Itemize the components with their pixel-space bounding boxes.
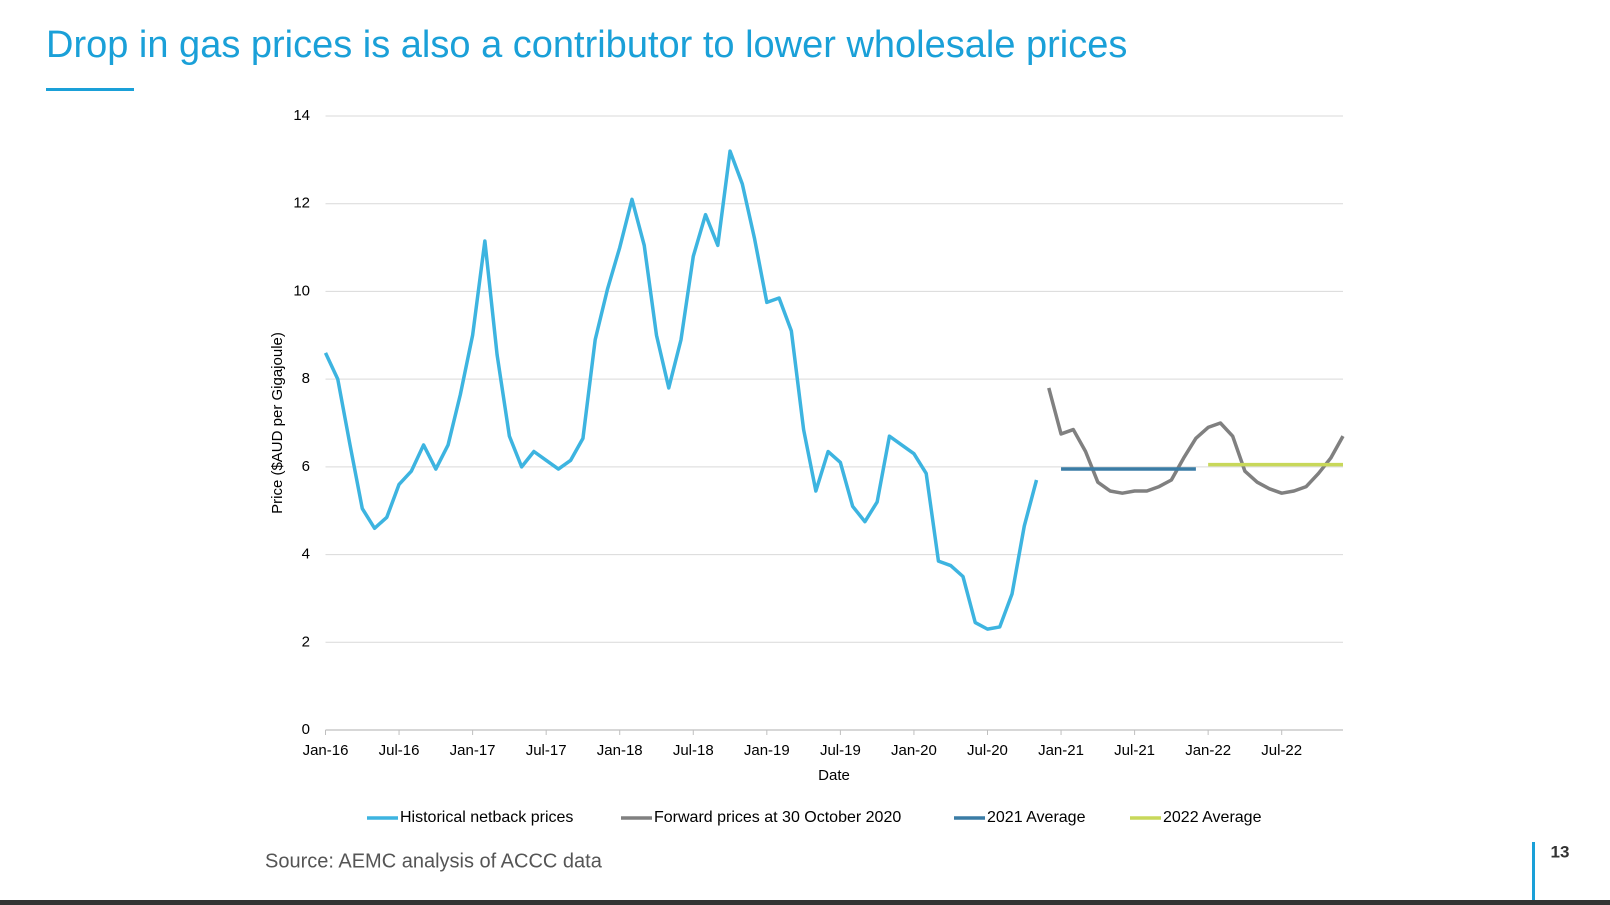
x-tick-label: Jul-21 <box>1114 742 1155 759</box>
title-underline <box>46 88 134 91</box>
y-tick-label: 0 <box>302 721 310 738</box>
x-tick-label: Jan-19 <box>744 742 790 759</box>
series-line <box>1047 387 1345 495</box>
x-tick-label: Jul-17 <box>526 742 567 759</box>
slide-title: Drop in gas prices is also a contributor… <box>46 24 1127 66</box>
x-axis-label: Date <box>818 767 850 784</box>
y-tick-label: 12 <box>293 195 310 212</box>
x-tick-label: Jul-19 <box>820 742 861 759</box>
x-tick-label: Jan-21 <box>1038 742 1084 759</box>
y-tick-label: 6 <box>302 458 310 475</box>
x-tick-label: Jan-20 <box>891 742 937 759</box>
y-tick-label: 10 <box>293 282 310 299</box>
legend-label: Forward prices at 30 October 2020 <box>654 809 901 826</box>
x-tick-label: Jan-22 <box>1185 742 1231 759</box>
x-tick-label: Jul-18 <box>673 742 714 759</box>
legend-label: 2021 Average <box>987 809 1086 826</box>
x-tick-label: Jan-16 <box>303 742 349 759</box>
y-tick-label: 8 <box>302 370 310 387</box>
legend-label: Historical netback prices <box>400 809 573 826</box>
x-tick-label: Jul-22 <box>1261 742 1302 759</box>
y-axis-label: Price ($AUD per Gigajoule) <box>269 332 286 514</box>
x-tick-label: Jan-18 <box>597 742 643 759</box>
y-tick-label: 14 <box>293 107 310 124</box>
y-tick-label: 2 <box>302 633 310 650</box>
source-note: Source: AEMC analysis of ACCC data <box>265 850 603 872</box>
y-tick-label: 4 <box>302 546 310 563</box>
legend-label: 2022 Average <box>1163 809 1262 826</box>
x-tick-label: Jan-17 <box>450 742 496 759</box>
bottom-bar <box>0 900 1610 905</box>
series-line <box>323 149 1039 631</box>
x-tick-label: Jul-16 <box>379 742 420 759</box>
page-divider <box>1532 842 1535 905</box>
page-number: 13 <box>1551 842 1570 861</box>
x-tick-label: Jul-20 <box>967 742 1008 759</box>
